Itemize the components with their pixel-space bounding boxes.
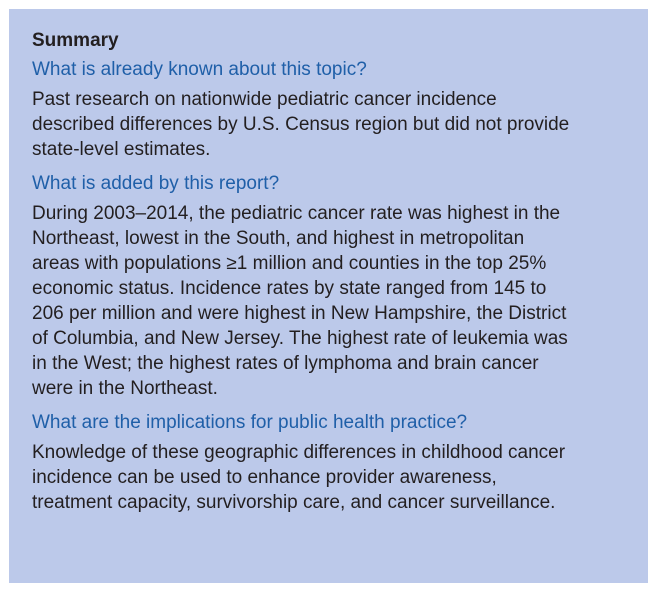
answer-line: treatment capacity, survivorship care, a… <box>32 492 556 513</box>
answer-line: state-level estimates. <box>32 139 211 160</box>
summary-section-known: What is already known about this topic? … <box>32 58 632 162</box>
answer-line: During 2003–2014, the pediatric cancer r… <box>32 203 561 224</box>
answer-text: Knowledge of these geographic difference… <box>32 440 632 515</box>
question-heading: What is already known about this topic? <box>32 59 367 80</box>
answer-line: of Columbia, and New Jersey. The highest… <box>32 328 568 349</box>
summary-title: Summary <box>32 30 119 51</box>
question-heading: What are the implications for public hea… <box>32 412 468 433</box>
answer-line: Knowledge of these geographic difference… <box>32 442 566 463</box>
summary-box: Summary What is already known about this… <box>9 9 648 583</box>
answer-line: described differences by U.S. Census reg… <box>32 114 570 135</box>
answer-text: During 2003–2014, the pediatric cancer r… <box>32 201 632 401</box>
summary-section-implications: What are the implications for public hea… <box>32 411 632 515</box>
answer-text: Past research on nationwide pediatric ca… <box>32 87 632 162</box>
answer-line: Northeast, lowest in the South, and high… <box>32 228 525 249</box>
answer-line: economic status. Incidence rates by stat… <box>32 278 547 299</box>
question-heading: What is added by this report? <box>32 173 280 194</box>
answer-line: in the West; the highest rates of lympho… <box>32 353 539 374</box>
answer-line: were in the Northeast. <box>32 378 218 399</box>
summary-section-added: What is added by this report? During 200… <box>32 172 632 401</box>
answer-line: 206 per million and were highest in New … <box>32 303 567 324</box>
answer-line: areas with populations ≥1 million and co… <box>32 253 547 274</box>
answer-line: incidence can be used to enhance provide… <box>32 467 497 488</box>
answer-line: Past research on nationwide pediatric ca… <box>32 89 497 110</box>
